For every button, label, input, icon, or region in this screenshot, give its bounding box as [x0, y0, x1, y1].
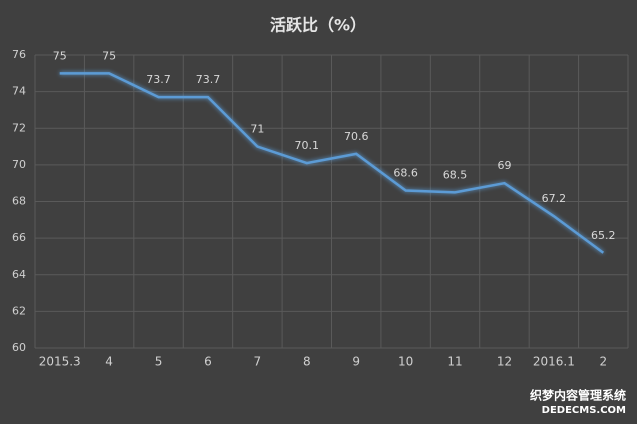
x-tick-label: 12: [497, 355, 512, 369]
data-label: 65.2: [591, 229, 616, 242]
data-label: 70.1: [295, 139, 320, 152]
data-label: 68.5: [443, 168, 468, 181]
y-tick-label: 76: [12, 48, 26, 61]
data-label: 68.6: [393, 167, 418, 180]
y-tick-label: 62: [12, 304, 26, 317]
watermark: DEDECMS.COM: [542, 405, 626, 416]
data-label: 71: [250, 123, 264, 136]
y-tick-label: 60: [12, 341, 26, 354]
data-label: 75: [102, 49, 116, 62]
x-tick-label: 5: [155, 355, 163, 369]
data-label: 73.7: [146, 73, 171, 86]
x-tick-label: 4: [105, 355, 113, 369]
x-tick-label: 6: [204, 355, 212, 369]
data-label: 67.2: [542, 192, 567, 205]
y-tick-label: 66: [12, 231, 26, 244]
x-tick-label: 10: [398, 355, 413, 369]
x-tick-label: 8: [303, 355, 311, 369]
x-tick-label: 11: [447, 355, 462, 369]
y-tick-label: 68: [12, 195, 26, 208]
y-tick-label: 64: [12, 268, 26, 281]
data-label: 70.6: [344, 130, 369, 143]
x-tick-label: 9: [352, 355, 360, 369]
x-tick-label: 2015.3: [39, 355, 81, 369]
y-tick-label: 72: [12, 121, 26, 134]
line-series: [59, 72, 605, 254]
y-tick-label: 70: [12, 158, 26, 171]
watermark: 织梦内容管理系统: [530, 388, 626, 403]
chart-title: 活跃比（%）: [270, 16, 366, 35]
data-label: 69: [497, 159, 511, 172]
y-tick-label: 74: [12, 85, 26, 98]
x-tick-label: 2: [599, 355, 607, 369]
x-tick-label: 2016.1: [533, 355, 575, 369]
x-tick-label: 7: [254, 355, 262, 369]
data-label: 73.7: [196, 73, 221, 86]
data-label: 75: [53, 49, 67, 62]
